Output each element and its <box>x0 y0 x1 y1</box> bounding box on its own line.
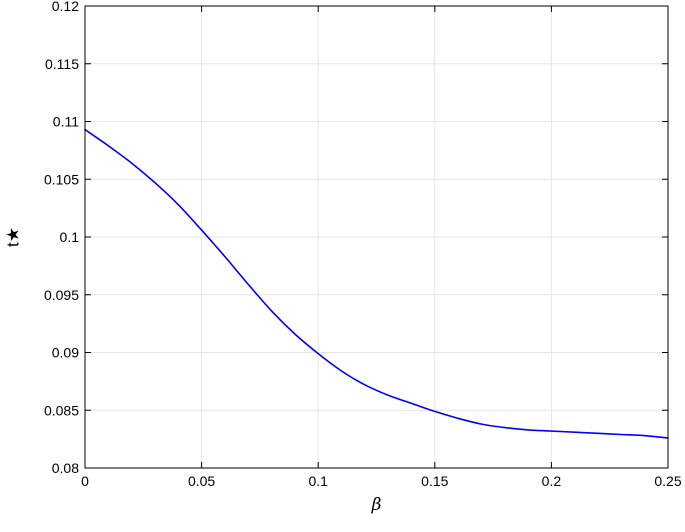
y-tick-label: 0.09 <box>52 345 79 361</box>
series-line-0 <box>84 128 669 439</box>
x-axis-label: β <box>371 495 382 515</box>
x-tick-label: 0.25 <box>654 473 681 489</box>
y-tick-label: 0.12 <box>52 0 79 14</box>
y-tick-label: 0.095 <box>44 287 79 303</box>
x-tick-label: 0.2 <box>542 473 562 489</box>
tick-marks <box>84 5 669 469</box>
tick-labels: 0 0.05 0.1 0.15 0.2 0.25 0.08 0.085 0.09 0.095 0.1… <box>44 0 682 489</box>
y-tick-label: 0.08 <box>52 460 79 476</box>
series-layer <box>84 128 669 439</box>
y-tick-label: 0.105 <box>44 171 79 187</box>
x-tick-label: 0.1 <box>308 473 328 489</box>
x-tick-label: 0.05 <box>188 473 215 489</box>
y-tick-label: 0.11 <box>53 114 79 130</box>
x-tick-label: 0 <box>81 473 89 489</box>
y-tick-label: 0.1 <box>60 229 80 245</box>
y-tick-label: 0.115 <box>45 56 79 72</box>
y-tick-label: 0.085 <box>44 402 79 418</box>
x-tick-label: 0.15 <box>421 473 448 489</box>
y-axis-label: t★ <box>3 227 22 247</box>
